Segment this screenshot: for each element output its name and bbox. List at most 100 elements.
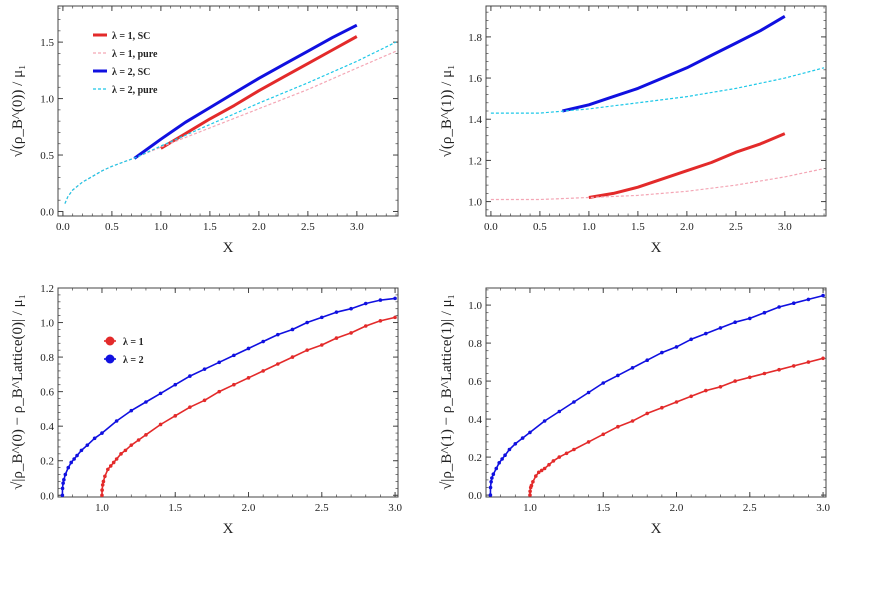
- y-tick-label: 1.2: [468, 155, 482, 167]
- data-point: [69, 460, 73, 465]
- y-tick-label: 0.2: [468, 452, 482, 464]
- data-point: [718, 326, 723, 330]
- y-tick-label: 0.6: [468, 376, 482, 388]
- data-point: [733, 320, 737, 325]
- series-line-cyan: [490, 67, 825, 114]
- data-point: [529, 483, 534, 488]
- series-line-blue: [489, 294, 824, 496]
- data-point: [246, 376, 251, 380]
- data-point: [520, 436, 525, 440]
- y-tick-label: 0.8: [468, 338, 482, 350]
- legend-marker: [105, 336, 115, 346]
- data-point: [531, 480, 535, 484]
- series-line-red: [588, 132, 786, 199]
- data-point: [319, 343, 324, 347]
- data-point: [129, 408, 134, 413]
- x-tick-label: 2.5: [743, 502, 757, 514]
- data-point: [488, 485, 493, 490]
- data-point: [534, 474, 538, 478]
- legend-label: λ = 2, SC: [112, 67, 150, 78]
- data-point: [202, 398, 207, 403]
- y-tick-label: 1.0: [468, 300, 482, 312]
- y-tick-label: 1.8: [468, 32, 482, 44]
- data-point: [202, 367, 207, 371]
- data-point: [100, 483, 105, 487]
- data-point: [821, 356, 825, 361]
- series-group: [64, 23, 397, 204]
- y-axis-title: √(ρ_B^(0)) / μ₁: [10, 65, 26, 158]
- x-tick-label: 1.5: [596, 502, 610, 514]
- legend-label: λ = 2: [123, 355, 144, 366]
- data-point: [674, 400, 679, 404]
- x-tick-label: 1.5: [203, 221, 217, 233]
- x-tick-label: 0.0: [56, 221, 70, 233]
- data-point: [349, 331, 353, 335]
- y-tick-label: 0.4: [468, 414, 482, 426]
- y-tick-label: 0.5: [40, 150, 54, 162]
- data-point: [85, 443, 90, 447]
- data-point: [334, 336, 339, 340]
- data-point: [689, 394, 693, 399]
- data-point: [276, 362, 280, 366]
- data-point: [101, 479, 106, 484]
- data-point: [616, 373, 620, 378]
- data-point: [821, 293, 825, 298]
- data-point: [704, 388, 708, 393]
- data-point: [217, 389, 222, 394]
- x-tick-label: 3.0: [778, 221, 792, 233]
- data-point: [246, 346, 251, 351]
- data-point: [276, 332, 280, 337]
- data-point: [551, 459, 556, 463]
- data-point: [557, 455, 562, 459]
- y-tick-label: 1.5: [40, 37, 54, 49]
- chart-panel-2: 0.0 0.5 1.0 1.5 2.0 2.5 3.0 1.0 1.2 1.4 1.6 1.8 X √(ρ…: [439, 5, 827, 256]
- data-point: [791, 364, 796, 368]
- data-point: [393, 296, 397, 301]
- data-point: [114, 419, 119, 423]
- data-point: [528, 489, 532, 494]
- chart-panel-3: 1.0 1.5 2.0 2.5 3.0 0.0 0.2 0.4 0.6 0.8 1.0 1.2 X √|ρ…: [10, 283, 402, 537]
- data-point: [497, 461, 501, 465]
- series-line-blue: [562, 15, 786, 113]
- x-tick-label: 2.5: [301, 221, 315, 233]
- data-point: [806, 297, 811, 302]
- data-point: [334, 310, 339, 314]
- chart-panel-4: 1.0 1.5 2.0 2.5 3.0 0.0 0.2 0.4 0.6 0.8 1.0 X √|ρ_B^…: [439, 287, 830, 537]
- x-tick-label: 0.0: [484, 221, 498, 233]
- series-group: [488, 293, 825, 497]
- legend-label: λ = 1, pure: [112, 49, 158, 60]
- data-point: [111, 460, 116, 465]
- data-point: [144, 433, 148, 437]
- x-axis-title: X: [223, 240, 234, 256]
- x-tick-label: 2.5: [729, 221, 743, 233]
- data-point: [762, 310, 767, 315]
- data-point: [586, 440, 591, 444]
- data-point: [704, 331, 708, 336]
- data-point: [100, 493, 104, 497]
- data-point: [542, 466, 547, 471]
- data-point: [557, 409, 562, 414]
- y-tick-label: 0.8: [40, 352, 54, 364]
- data-point: [232, 353, 236, 358]
- data-point: [108, 464, 113, 468]
- data-point: [363, 324, 368, 328]
- data-point: [261, 339, 265, 344]
- data-point: [806, 360, 811, 364]
- x-tick-label: 1.0: [95, 502, 109, 514]
- data-point: [564, 451, 569, 456]
- y-tick-label: 1.0: [40, 318, 54, 330]
- data-point: [144, 400, 148, 404]
- y-tick-label: 1.2: [40, 283, 54, 295]
- data-point: [689, 337, 693, 342]
- x-tick-label: 2.5: [315, 502, 329, 514]
- y-tick-label: 0.2: [40, 456, 54, 468]
- y-tick-label: 1.4: [468, 114, 482, 126]
- data-point: [536, 470, 541, 475]
- x-tick-label: 0.5: [105, 221, 119, 233]
- data-point: [75, 453, 79, 458]
- chart-panel-1: 0.0 0.5 1.0 1.5 2.0 2.5 3.0 0.0 0.5 1.0 1.5 X √(ρ_B^…: [10, 5, 399, 256]
- data-point: [129, 443, 134, 447]
- data-point: [217, 360, 222, 365]
- data-point: [660, 405, 664, 410]
